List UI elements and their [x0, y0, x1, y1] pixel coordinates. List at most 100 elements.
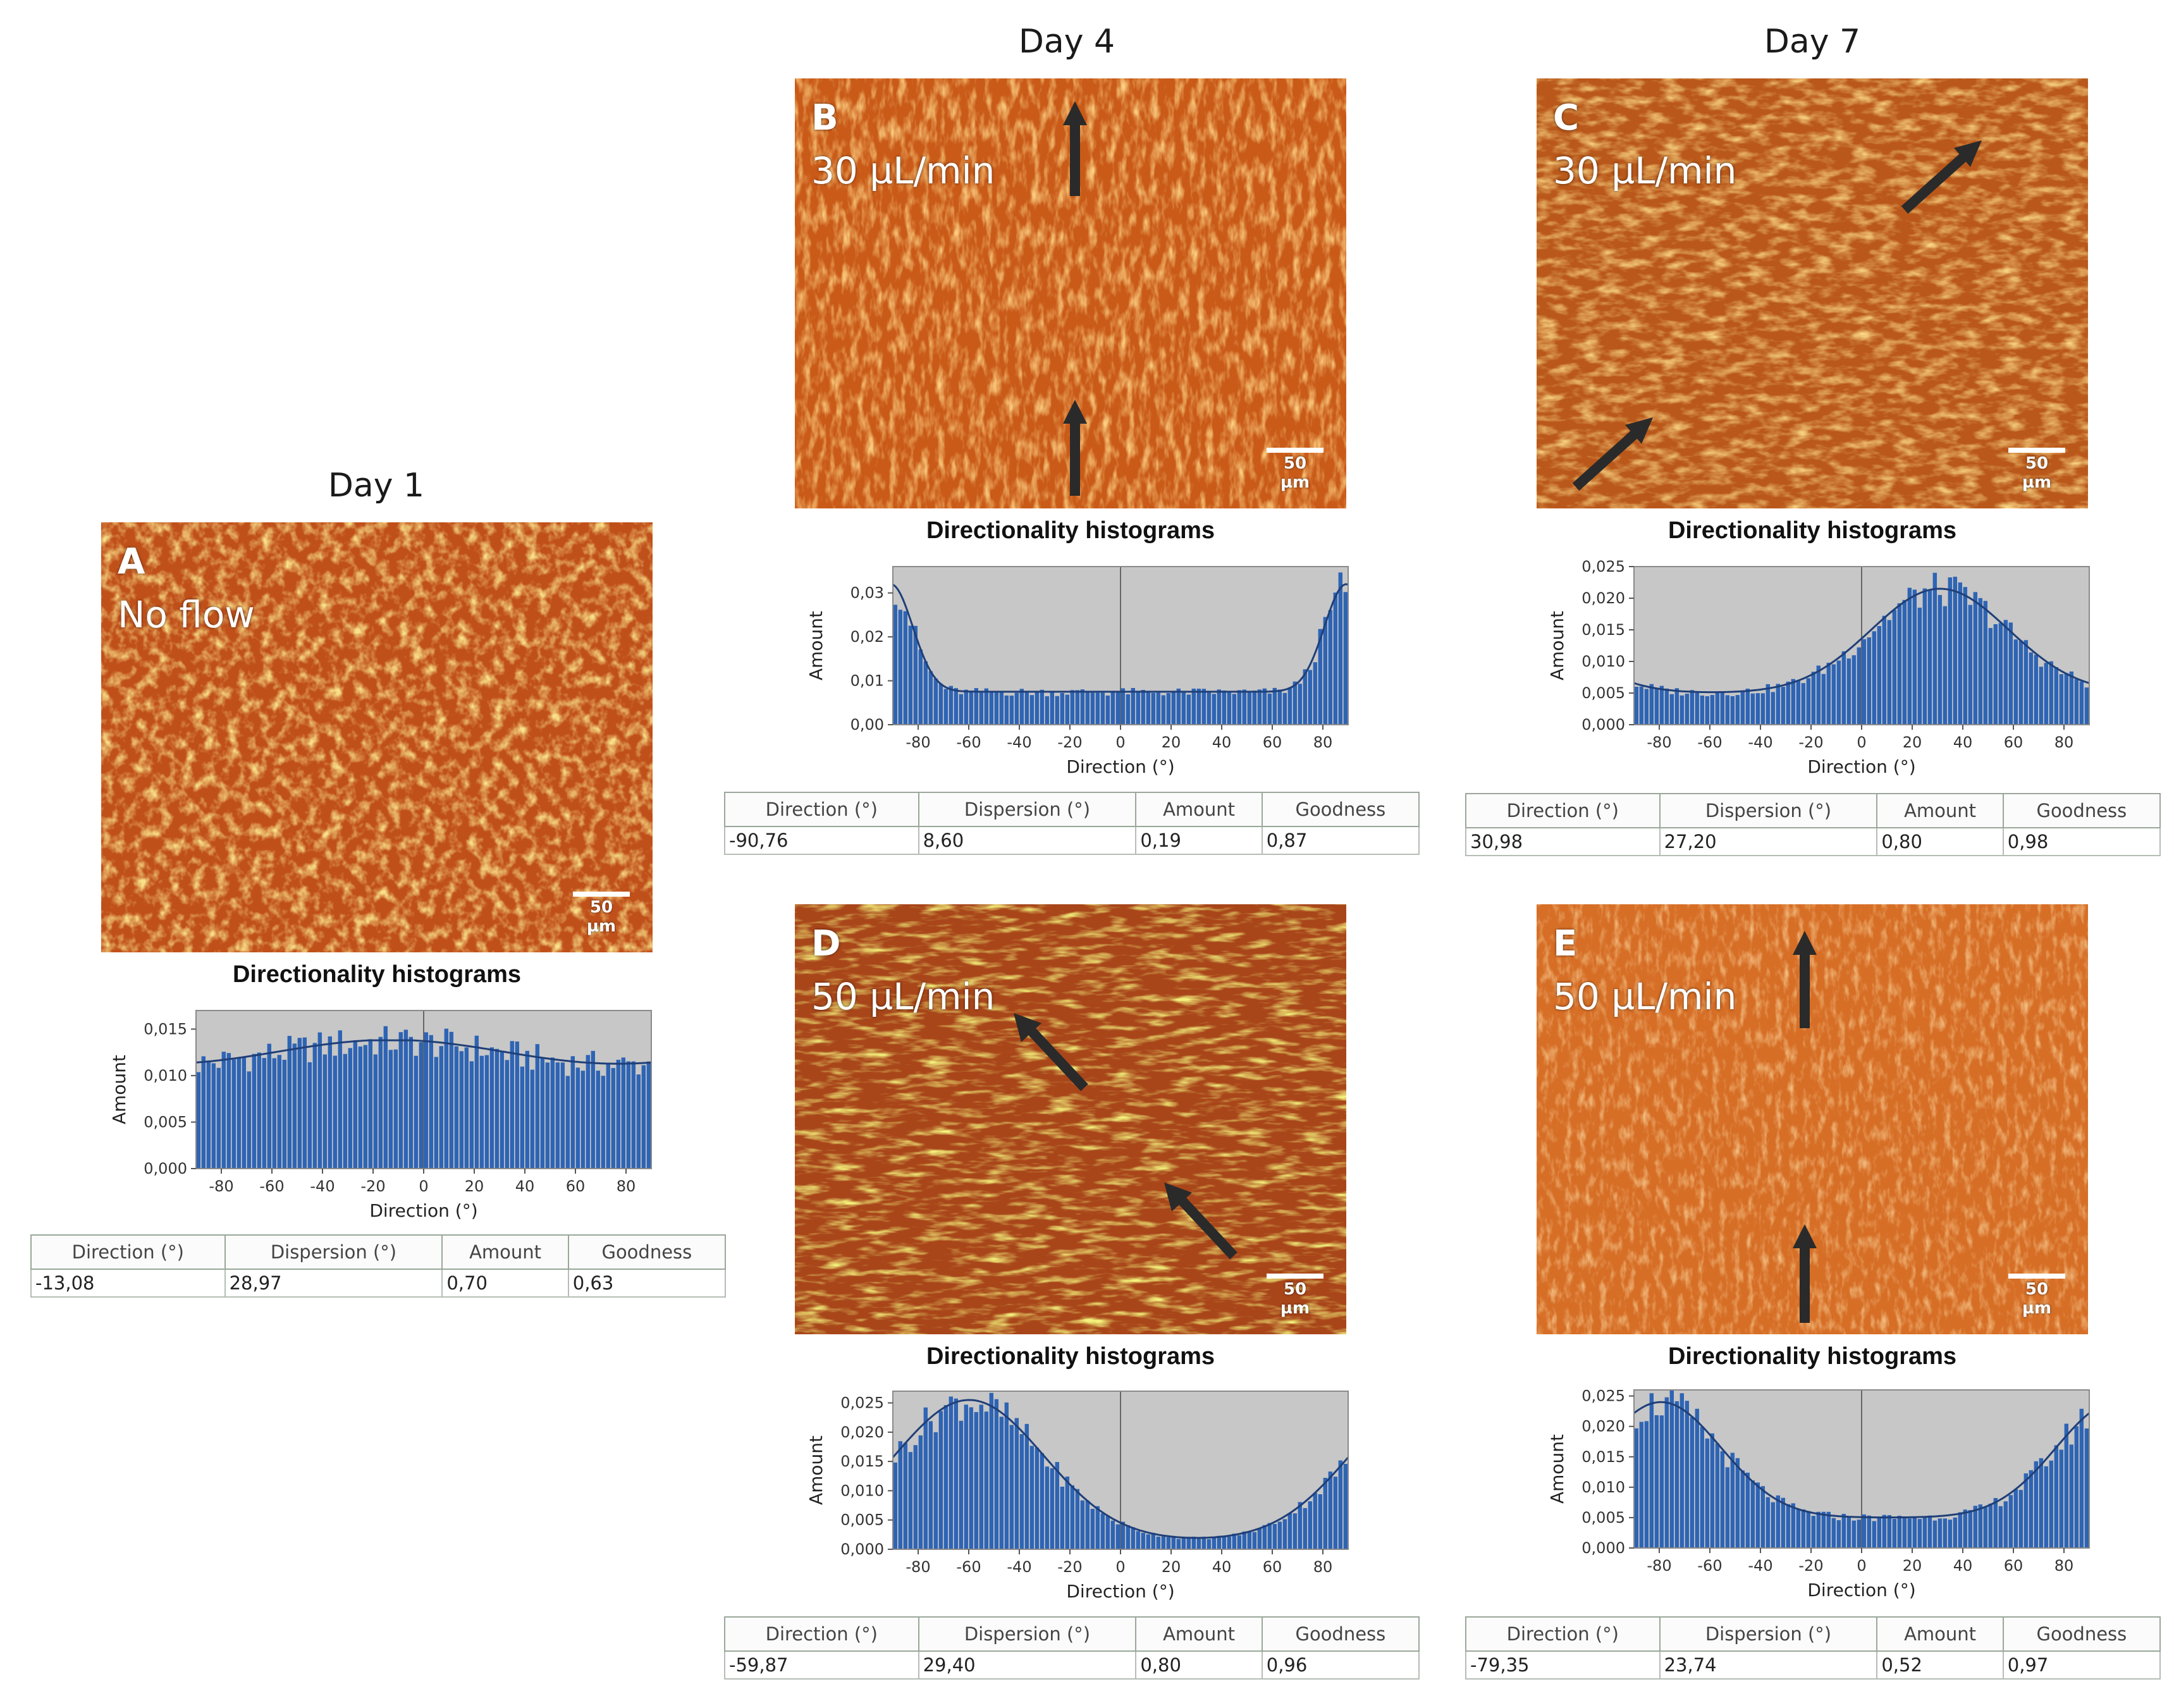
- histogram-chart-a: 0,000 0,005 0,010 0,015 -80 -60 -40 -20 0 20 40 60 8…: [76, 998, 658, 1238]
- x-tick-label: -20: [1798, 1557, 1823, 1575]
- histogram-bar: [1649, 1393, 1654, 1548]
- histogram-chart-b: 0,00 0,01 0,02 0,03 -80 -60 -40 -20 0 20 40 60 80 Dir…: [773, 554, 1354, 794]
- histogram-bar: [520, 1066, 524, 1169]
- histogram-svg: 0,000 0,005 0,010 0,015 -80 -60 -40 -20 0 20 40 60 8…: [109, 1010, 652, 1221]
- histogram-bar: [1171, 1537, 1176, 1549]
- histogram-bar: [994, 692, 998, 725]
- histogram-bar: [1806, 1511, 1810, 1548]
- histogram-bar: [964, 1404, 968, 1549]
- histogram-bar: [1146, 691, 1150, 725]
- histogram-bar: [2069, 671, 2073, 725]
- histogram-bar: [1730, 1453, 1735, 1548]
- histogram-bar: [272, 1058, 276, 1169]
- histogram-bar: [196, 1072, 200, 1169]
- stats-header-amount: Amount: [1135, 792, 1263, 827]
- histogram-bar: [312, 1043, 317, 1169]
- y-tick-label: 0,020: [1581, 589, 1625, 607]
- histogram-bar: [307, 1062, 312, 1169]
- histogram-bar: [1156, 1537, 1160, 1549]
- histogram-bar: [1685, 1401, 1689, 1548]
- histogram-bar: [928, 1421, 933, 1549]
- x-tick-label: -60: [1697, 734, 1722, 751]
- histogram-bar: [1075, 1489, 1079, 1549]
- histogram-svg: 0,000 0,005 0,010 0,015 0,020 0,025 -80 -60 -40 -…: [806, 1391, 1349, 1602]
- stats-amount-c: 0,80: [1876, 827, 2004, 856]
- histogram-bar: [1035, 1447, 1039, 1549]
- micrograph-c: C 30 µL/min 50 µm: [1537, 78, 2088, 508]
- histogram-bar: [1857, 647, 1861, 725]
- x-tick-label: -60: [1697, 1557, 1722, 1575]
- histogram-bar: [348, 1048, 352, 1169]
- histogram-bar: [943, 1405, 948, 1549]
- fit-curve: [1633, 1401, 2090, 1519]
- panel-label-b: B: [811, 97, 838, 138]
- histogram-bar: [363, 1045, 367, 1169]
- histogram-bar: [918, 649, 923, 725]
- histogram-bar: [928, 671, 933, 725]
- y-axis-label: Amount: [1547, 1434, 1568, 1504]
- histogram-bar: [1669, 1389, 1674, 1548]
- x-tick-label: -20: [1057, 1558, 1082, 1576]
- stats-header-goodness: Goodness: [567, 1234, 727, 1270]
- histogram-bar: [1065, 694, 1069, 725]
- x-tick-label: -40: [1748, 1557, 1772, 1575]
- histogram-bar: [999, 1416, 1004, 1549]
- histogram-bar: [226, 1053, 231, 1169]
- histogram-bar: [1050, 1468, 1054, 1549]
- histogram-bar: [1257, 1528, 1262, 1549]
- histogram-bar: [1771, 692, 1775, 725]
- histogram-bar: [1186, 694, 1191, 725]
- stats-header-goodness: Goodness: [2002, 793, 2161, 828]
- histogram-bar: [908, 625, 912, 725]
- panel-condition-c: 30 µL/min: [1553, 149, 1737, 192]
- stats-goodness-a: 0,63: [567, 1269, 727, 1298]
- histogram-bar: [545, 1062, 550, 1169]
- histogram-bar: [1669, 694, 1674, 725]
- histogram-bar: [1826, 1511, 1831, 1548]
- histogram-bar: [1943, 606, 1947, 725]
- histogram-bar: [1141, 690, 1145, 725]
- histogram-bar: [2018, 641, 2023, 725]
- histogram-bar: [1095, 692, 1100, 725]
- x-tick-label: -80: [1647, 1557, 1671, 1575]
- histogram-bar: [1816, 1511, 1821, 1548]
- histogram-bar: [1060, 692, 1064, 725]
- histogram-bar: [1085, 1501, 1090, 1549]
- histogram-bar: [1024, 691, 1029, 725]
- stats-goodness-d: 0,96: [1261, 1650, 1420, 1680]
- stats-goodness-b: 0,87: [1261, 826, 1420, 855]
- histogram-bar: [1222, 690, 1226, 725]
- histogram-bar: [999, 692, 1004, 725]
- micrograph-b: B 30 µL/min 50 µm: [795, 78, 1346, 508]
- histogram-bar: [1105, 695, 1110, 725]
- histogram-bar: [211, 1063, 216, 1169]
- histogram-bar: [1958, 1512, 1962, 1548]
- histogram-bar: [1892, 610, 1896, 725]
- histogram-bar: [333, 1055, 337, 1169]
- histogram-bar: [1161, 1536, 1165, 1549]
- histogram-bar: [908, 1452, 912, 1549]
- histogram-bar: [1978, 1504, 1982, 1548]
- x-tick-label: -80: [906, 1558, 930, 1576]
- histogram-bar: [1674, 688, 1679, 725]
- histogram-bar: [550, 1057, 555, 1169]
- histogram-bar: [257, 1052, 261, 1169]
- histogram-bar: [1222, 1536, 1226, 1549]
- histogram-bar: [1293, 681, 1297, 725]
- histogram-bar: [565, 1076, 570, 1169]
- y-tick-label: 0,01: [851, 672, 884, 690]
- histogram-bar: [1720, 1451, 1724, 1548]
- histogram-bar: [1897, 1515, 1901, 1548]
- histogram-bar: [984, 688, 988, 725]
- histogram-bar: [954, 688, 958, 725]
- histogram-bar: [1998, 623, 2003, 725]
- histogram-bar: [959, 1420, 963, 1549]
- histogram-bar: [1176, 688, 1181, 725]
- histogram-bar: [1151, 692, 1155, 725]
- histogram-bar: [1262, 1525, 1267, 1549]
- histogram-bar: [2074, 1426, 2079, 1548]
- histogram-bar: [1115, 692, 1120, 725]
- histogram-bar: [2029, 1470, 2033, 1548]
- histogram-bar: [1917, 1519, 1922, 1548]
- histogram-bar: [1816, 665, 1821, 725]
